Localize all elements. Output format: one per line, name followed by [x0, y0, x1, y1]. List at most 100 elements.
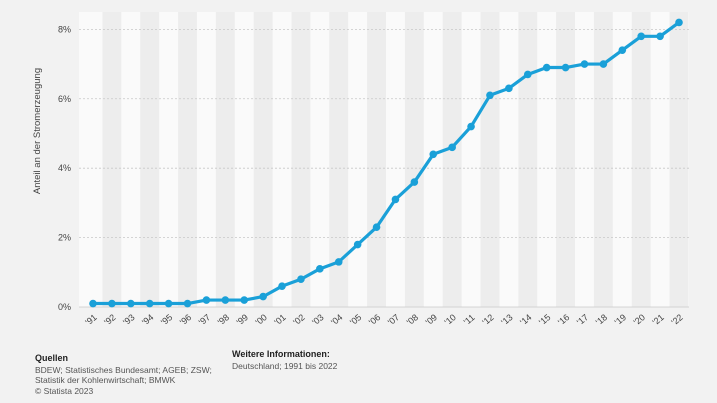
data-point[interactable] [240, 296, 249, 304]
column-band [518, 12, 538, 307]
column-band [102, 12, 122, 307]
data-point[interactable] [580, 60, 589, 68]
gridlines [79, 28, 689, 308]
data-point[interactable] [108, 299, 116, 308]
column-band [593, 12, 613, 307]
x-tick-label: '17 [575, 312, 590, 327]
x-tick-label: '08 [405, 312, 420, 327]
column-bands [79, 12, 689, 307]
data-point[interactable] [316, 265, 324, 273]
data-points [89, 18, 683, 308]
data-point[interactable] [89, 299, 97, 308]
data-point[interactable] [127, 299, 135, 308]
data-point[interactable] [618, 46, 627, 54]
column-band [178, 12, 197, 307]
x-tick-label: '18 [594, 312, 609, 327]
x-tick-label: '01 [272, 312, 287, 327]
data-point[interactable] [372, 223, 381, 231]
y-tick-label: 2% [58, 233, 71, 243]
x-tick-label: '00 [253, 312, 268, 327]
data-point[interactable] [523, 70, 532, 79]
column-band [631, 12, 651, 307]
x-tick-label: '11 [462, 312, 477, 327]
data-point[interactable] [353, 240, 362, 249]
data-point[interactable] [334, 258, 343, 266]
data-point[interactable] [448, 143, 456, 152]
y-tick-label: 8% [58, 24, 71, 34]
data-point[interactable] [183, 299, 192, 308]
x-tick-label: '05 [348, 312, 363, 327]
x-tick-label: '15 [537, 312, 552, 327]
x-tick-label: '21 [650, 312, 665, 327]
data-point[interactable] [675, 18, 683, 27]
data-point[interactable] [637, 32, 645, 41]
x-tick-label: '14 [518, 312, 533, 327]
x-tick-label: '13 [499, 312, 514, 327]
column-band [215, 12, 235, 307]
x-tick-label: '19 [613, 312, 628, 327]
y-axis-label: Anteil an der Stromerzeugung [32, 68, 43, 194]
data-point[interactable] [391, 195, 400, 204]
data-point[interactable] [221, 296, 230, 304]
x-tick-label: '97 [197, 312, 212, 327]
data-point[interactable] [656, 32, 664, 41]
sources-line-1: BDEW; Statistisches Bundesamt; AGEB; ZSW… [35, 364, 212, 375]
x-tick-label: '04 [329, 312, 344, 327]
data-point[interactable] [410, 178, 419, 186]
column-band [367, 12, 386, 307]
info-heading: Weitere Informationen: [232, 349, 330, 359]
x-tick-label: '93 [121, 312, 136, 327]
x-tick-label: '94 [140, 312, 155, 327]
sources-line-2: Statistik der Kohlenwirtschaft; BMWK [35, 375, 176, 385]
column-band [480, 12, 500, 307]
data-point[interactable] [542, 63, 551, 72]
y-tick-label: 6% [58, 94, 71, 104]
y-tick-label: 0% [58, 302, 71, 312]
data-point[interactable] [278, 282, 286, 290]
column-band [329, 12, 349, 307]
x-tick-label: '02 [291, 312, 306, 327]
x-tick-label: '20 [632, 312, 647, 327]
data-point[interactable] [561, 63, 570, 72]
x-tick-label: '03 [310, 312, 325, 327]
data-point[interactable] [505, 84, 513, 93]
x-tick-label: '98 [216, 312, 231, 327]
info-block: Weitere Informationen: Deutschland; 1991… [232, 349, 337, 371]
y-axis-ticks: 0% 2% 4% 6% 8% [58, 24, 71, 312]
x-tick-label: '92 [102, 312, 117, 327]
x-tick-label: '96 [178, 312, 193, 327]
info-text: Deutschland; 1991 bis 2022 [232, 360, 338, 371]
data-point[interactable] [164, 299, 173, 308]
x-tick-label: '09 [424, 312, 439, 327]
column-band [556, 12, 576, 307]
x-axis-ticks: '91 '92 '93 '94 '95 '96 '97 '98 '99'00 '01 '02 '03 '… [83, 312, 684, 327]
data-point[interactable] [259, 292, 267, 301]
data-point[interactable] [467, 122, 475, 131]
data-point[interactable] [202, 296, 211, 304]
x-tick-label: '16 [556, 312, 571, 327]
data-point[interactable] [599, 60, 608, 68]
data-point[interactable] [429, 150, 438, 159]
y-tick-label: 4% [58, 163, 71, 173]
sources-block: Quellen BDEW; Statistisches Bundesamt; A… [35, 353, 212, 396]
copyright: © Statista 2023 [35, 385, 94, 396]
data-point[interactable] [145, 299, 154, 308]
column-band [669, 12, 689, 307]
x-tick-label: '95 [159, 312, 174, 327]
column-band [140, 12, 160, 307]
x-tick-label: '10 [443, 312, 458, 327]
column-band [404, 12, 424, 307]
x-tick-label: '12 [480, 312, 495, 327]
x-tick-label: '99 [235, 312, 250, 327]
column-band [442, 12, 462, 307]
column-band [253, 12, 273, 307]
x-tick-label: '22 [669, 312, 684, 327]
x-tick-label: '06 [367, 312, 382, 327]
x-tick-label: '07 [386, 312, 401, 327]
column-band [291, 12, 311, 307]
x-tick-label: '91 [83, 312, 98, 327]
data-point[interactable] [297, 275, 305, 284]
data-point[interactable] [486, 91, 494, 100]
